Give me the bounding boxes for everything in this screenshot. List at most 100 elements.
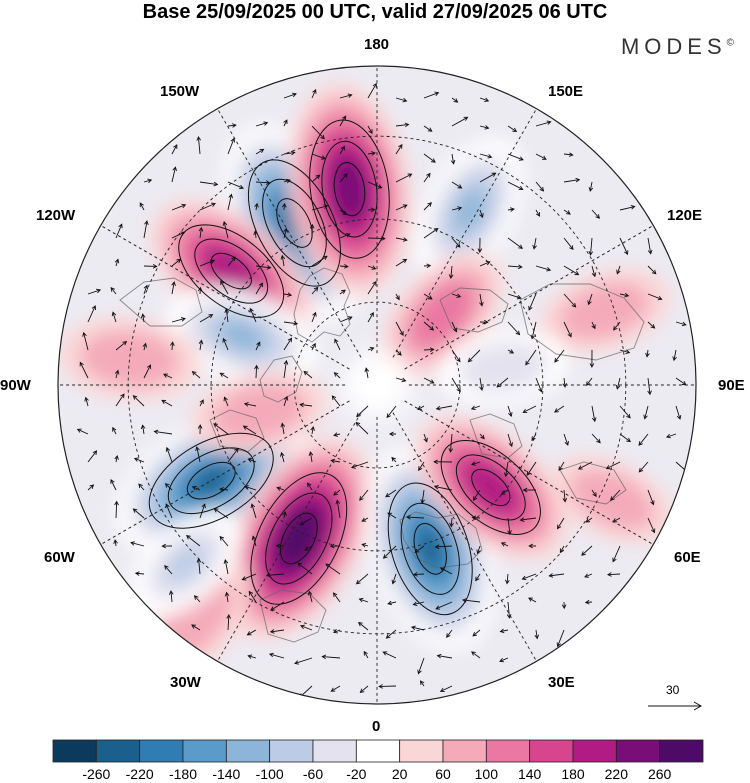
- wind-arrow: [645, 349, 650, 358]
- wind-arrow: [638, 461, 649, 473]
- wind-arrow: [250, 503, 257, 519]
- lon-label-180: 180: [364, 36, 390, 53]
- wind-arrow: [143, 364, 152, 379]
- wind-arrow: [507, 321, 521, 336]
- wind-arrow: [133, 457, 145, 463]
- wind-arrow: [479, 97, 490, 103]
- wind-arrow: [556, 629, 565, 648]
- wind-arrow: [647, 237, 653, 255]
- wind-arrow: [269, 629, 285, 634]
- wind-arrow: [168, 590, 174, 603]
- wind-arrow: [479, 319, 489, 325]
- colorbar-swatch: [485, 739, 531, 763]
- wind-arrow: [161, 399, 173, 407]
- wind-arrow: [535, 265, 552, 272]
- wind-arrow: [339, 173, 348, 183]
- wind-arrow: [311, 204, 329, 211]
- wind-arrow: [198, 339, 204, 351]
- wind-arrow: [584, 599, 593, 605]
- wind-arrow: [367, 125, 373, 135]
- colorbar-swatch: [225, 739, 271, 763]
- wind-arrow: [339, 209, 348, 216]
- wind-arrow: [309, 223, 315, 239]
- wind-arrow: [647, 377, 652, 396]
- wind-arrow: [361, 517, 369, 522]
- wind-arrow: [395, 321, 404, 336]
- contour-low-150W: [247, 159, 341, 287]
- latitude-circle: [293, 301, 461, 469]
- wind-arrow: [339, 145, 345, 155]
- lon-label-90W: 90W: [0, 377, 31, 394]
- wind-arrow: [199, 202, 216, 211]
- contour-ring: [309, 119, 390, 259]
- wind-arrow: [171, 144, 178, 155]
- wind-arrow: [367, 346, 375, 352]
- wind-arrow: [130, 541, 145, 547]
- wind-arrow: [367, 151, 376, 156]
- anomaly-shade: [454, 189, 486, 232]
- colorbar-swatch: [52, 739, 97, 763]
- wind-arrow: [587, 293, 593, 306]
- wind-arrow: [451, 377, 461, 393]
- wind-arrow: [281, 202, 287, 211]
- colorbar-swatch: [529, 739, 574, 763]
- wind-arrow: [395, 97, 408, 103]
- wind-arrow: [311, 255, 328, 267]
- wind-arrow: [276, 486, 285, 491]
- wind-arrow: [280, 451, 285, 463]
- wind-arrow: [311, 153, 326, 160]
- wind-arrow: [268, 652, 285, 659]
- wind-arrow: [479, 377, 484, 391]
- lon-label-150W: 150W: [160, 83, 200, 100]
- wind-arrow: [591, 321, 596, 330]
- colorbar-label: 260: [647, 766, 672, 782]
- wind-arrow: [304, 545, 313, 551]
- wind-arrow: [280, 254, 286, 267]
- wind-arrow: [467, 349, 481, 363]
- colorbar-swatch: [95, 739, 141, 763]
- colorbar-swatch: [399, 739, 444, 763]
- brand-name: MODES: [620, 34, 727, 59]
- wind-arrow: [451, 206, 463, 211]
- wind-arrow: [591, 405, 597, 423]
- wind-arrow: [114, 369, 120, 379]
- wind-arrow: [367, 207, 376, 213]
- anomaly-shade: [215, 257, 247, 285]
- contour-ring: [262, 178, 327, 268]
- wind-arrow: [367, 181, 383, 189]
- wind-arrow: [414, 545, 425, 553]
- wind-arrow: [219, 372, 229, 379]
- wind-arrow: [255, 180, 271, 185]
- wind-arrow: [423, 377, 435, 384]
- wind-arrow: [647, 517, 656, 534]
- anomaly-high-70W: [190, 370, 328, 454]
- wind-arrow: [191, 624, 201, 631]
- contour-ring: [471, 468, 511, 507]
- wind-arrow: [585, 517, 593, 523]
- anomaly-high-50E: [414, 415, 568, 560]
- wind-arrow: [143, 264, 158, 269]
- wind-arrow: [535, 377, 543, 393]
- contour-ring: [400, 502, 460, 595]
- wind-arrow: [170, 341, 175, 351]
- wind-arrow: [439, 567, 453, 575]
- contour-ring: [194, 238, 269, 304]
- wind-arrow: [115, 223, 123, 239]
- wind-arrow: [171, 258, 182, 267]
- wind-arrow: [434, 544, 453, 550]
- contour-ring: [265, 492, 333, 585]
- wind-arrow: [507, 153, 524, 161]
- wind-arrow: [164, 483, 173, 491]
- wind-arrow: [503, 461, 509, 478]
- wind-arrow: [311, 342, 316, 351]
- wind-arrow: [333, 489, 341, 496]
- lon-label-90E: 90E: [718, 377, 745, 394]
- wind-arrow: [433, 484, 453, 491]
- wind-arrow: [395, 173, 413, 183]
- wind-arrow: [423, 91, 440, 99]
- wind-arrow: [325, 563, 341, 575]
- wind-arrow: [521, 573, 537, 581]
- wind-arrow: [528, 543, 537, 549]
- colorbar-label: -100: [255, 766, 284, 782]
- wind-arrow: [612, 545, 621, 563]
